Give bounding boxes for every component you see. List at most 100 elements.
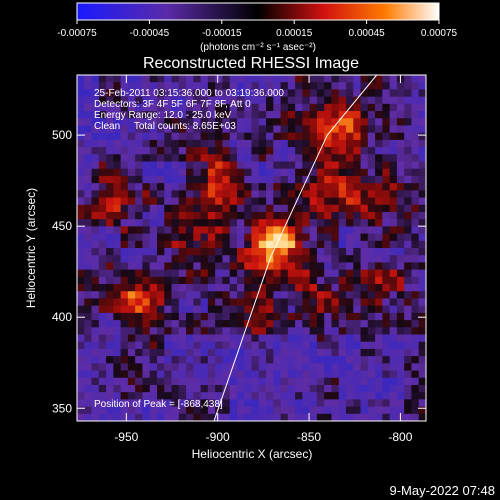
heatmap-cell [266,284,274,292]
heatmap-cell [186,291,194,300]
heatmap-cell [411,96,420,105]
heatmap-cell [156,341,165,350]
heatmap-cell [258,147,267,155]
heatmap-cell [251,111,260,119]
heatmap-cell [324,370,333,379]
heatmap-cell [331,204,340,213]
heatmap-cell [389,75,398,83]
heatmap-cell [215,147,224,155]
heatmap-cell [222,291,231,300]
heatmap-cells [77,75,426,421]
heatmap-cell [331,291,340,300]
heatmap-cell [193,183,202,191]
heatmap-cell [186,384,194,393]
heatmap-cell [200,233,209,242]
heatmap-cell [164,406,173,415]
heatmap-cell [113,298,122,307]
heatmap-cell [396,211,405,220]
heatmap-cell [149,399,158,408]
heatmap-cell [135,147,144,155]
heatmap-cell [389,262,398,271]
heatmap-cell [91,89,100,98]
heatmap-cell [120,413,129,421]
heatmap-cell [266,334,274,343]
heatmap-cell [77,406,85,415]
heatmap-cell [236,255,245,264]
heatmap-cell [404,103,413,112]
heatmap-cell [360,377,369,386]
heatmap-cell [338,82,347,91]
heatmap-cell [331,320,340,328]
heatmap-cell [244,348,253,357]
heatmap-cell [186,118,194,127]
heatmap-cell [113,377,122,386]
heatmap-cell [338,298,347,307]
heatmap-cell [207,175,216,184]
heatmap-cell [236,370,245,379]
heatmap-cell [84,132,93,141]
heatmap-cell [316,154,325,163]
heatmap-cell [77,125,85,134]
heatmap-cell [178,147,187,155]
heatmap-cell [266,370,274,379]
heatmap-cell [135,111,144,119]
heatmap-cell [273,248,282,256]
heatmap-cell [222,82,231,91]
heatmap-cell [346,392,354,400]
heatmap-cell [135,233,144,242]
heatmap-cell [367,175,376,184]
heatmap-cell [215,233,224,242]
heatmap-cell [418,291,426,300]
heatmap-cell [207,356,216,364]
heatmap-cell [142,175,151,184]
heatmap-cell [375,363,383,372]
heatmap-cell [338,392,347,400]
heatmap-cell [193,356,202,364]
heatmap-cell [324,320,333,328]
heatmap-cell [382,161,391,170]
heatmap-cell [171,248,180,256]
heatmap-cell [200,154,209,163]
heatmap-cell [200,197,209,206]
heatmap-cell [98,320,107,328]
heatmap-cell [229,341,238,350]
heatmap-cell [418,276,426,285]
heatmap-cell [273,262,282,271]
heatmap-cell [382,233,391,242]
heatmap-cell [367,370,376,379]
heatmap-cell [171,262,180,271]
heatmap-cell [193,132,202,141]
heatmap-cell [106,183,114,191]
heatmap-cell [396,284,405,292]
heatmap-cell [207,276,216,285]
heatmap-cell [171,204,180,213]
heatmap-cell [302,384,311,393]
heatmap-cell [98,154,107,163]
heatmap-cell [280,356,289,364]
heatmap-cell [244,204,253,213]
heatmap-cell [389,298,398,307]
heatmap-cell [302,111,311,119]
heatmap-cell [404,370,413,379]
heatmap-cell [142,139,151,148]
heatmap-cell [411,204,420,213]
heatmap-cell [193,219,202,227]
heatmap-cell [215,370,224,379]
heatmap-cell [127,139,136,148]
heatmap-cell [295,89,303,98]
heatmap-cell [178,377,187,386]
heatmap-cell [113,139,122,148]
heatmap-cell [207,341,216,350]
heatmap-cell [389,96,398,105]
heatmap-cell [222,118,231,127]
heatmap-cell [360,168,369,177]
heatmap-cell [418,363,426,372]
heatmap-cell [273,269,282,278]
heatmap-cell [215,154,224,163]
heatmap-cell [222,175,231,184]
heatmap-cell [295,96,303,105]
heatmap-cell [360,356,369,364]
heatmap-cell [389,219,398,227]
heatmap-cell [127,233,136,242]
heatmap-cell [186,82,194,91]
